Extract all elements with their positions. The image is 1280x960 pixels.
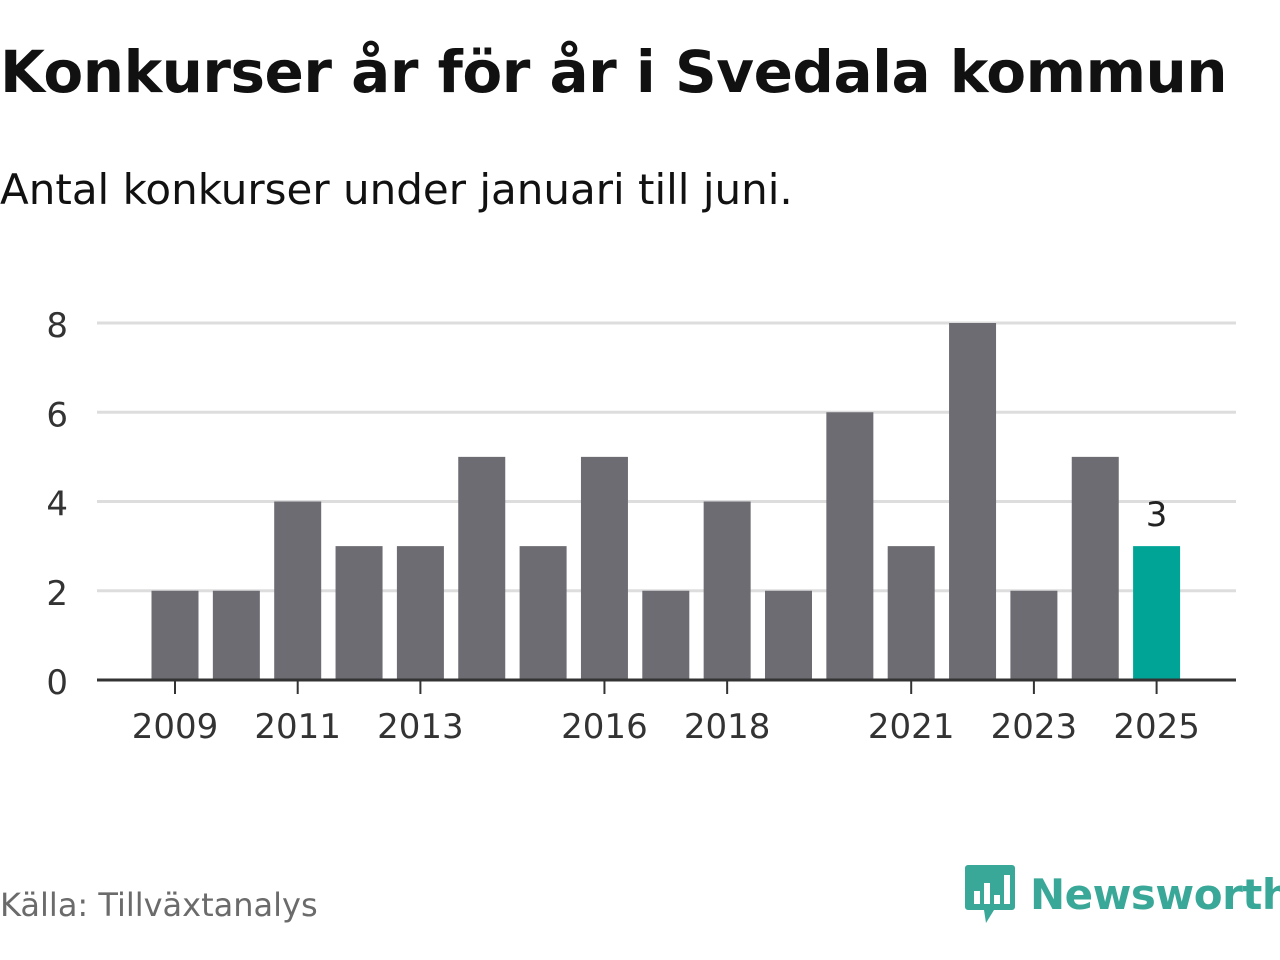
- bar: [458, 456, 506, 680]
- bar: [765, 590, 812, 680]
- bar: [1133, 546, 1181, 680]
- bar: [212, 590, 260, 680]
- bar-chart: 0 2 4 6 8 2009 2011 2013 2016 2018 2021 2023 2025 3: [46, 306, 1236, 747]
- chart-title: Konkurser år för år i Svedala kommun: [0, 38, 1228, 106]
- bar: [703, 501, 751, 680]
- y-tick-label: 0: [46, 663, 68, 703]
- bar: [396, 546, 444, 680]
- bar: [642, 590, 690, 680]
- x-tick-label: 2023: [991, 707, 1078, 747]
- y-tick-label: 8: [46, 306, 68, 346]
- bar: [1010, 590, 1058, 680]
- chart-subtitle: Antal konkurser under januari till juni.: [0, 165, 793, 214]
- x-tick-label: 2016: [561, 707, 648, 747]
- x-tick-label: 2013: [377, 707, 464, 747]
- x-tick-label: 2018: [684, 707, 771, 747]
- bar-chart-speech-bubble-icon: [965, 865, 1015, 923]
- source-note: Källa: Tillväxtanalys: [0, 886, 318, 924]
- x-tick-label: 2011: [254, 707, 341, 747]
- bar: [949, 323, 997, 680]
- bar: [1071, 456, 1119, 680]
- x-tick-label: 2025: [1113, 707, 1200, 747]
- y-tick-label: 2: [46, 574, 68, 614]
- bar: [887, 546, 935, 680]
- y-tick-label: 6: [46, 395, 68, 435]
- brand-name: Newsworthy: [1030, 869, 1280, 919]
- x-tick-label: 2009: [132, 707, 219, 747]
- bar: [580, 456, 628, 680]
- bar: [151, 590, 199, 680]
- bar: [335, 546, 383, 680]
- bar: [274, 501, 322, 680]
- y-tick-label: 4: [46, 485, 68, 525]
- bar: [519, 546, 567, 680]
- data-label: 3: [1146, 495, 1168, 535]
- bar: [826, 412, 874, 680]
- x-tick-label: 2021: [868, 707, 955, 747]
- brand-logo: Newsworthy: [964, 862, 1280, 926]
